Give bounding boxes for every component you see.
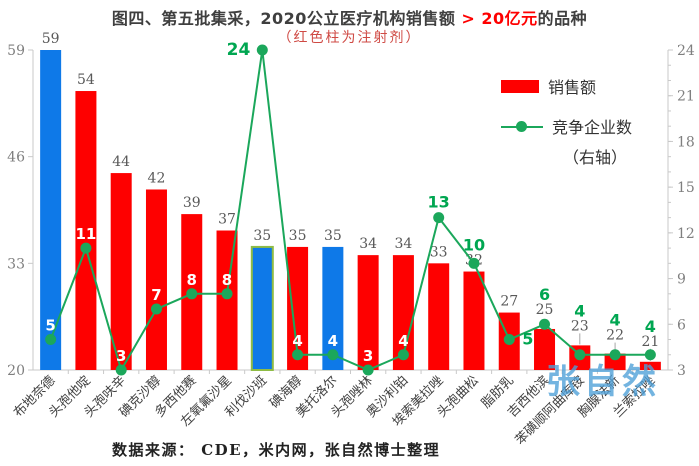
competitor-count-label: 4 bbox=[398, 332, 408, 350]
sales-value-label: 44 bbox=[112, 154, 130, 170]
competitor-dot bbox=[327, 349, 339, 361]
competitor-count-label: 8 bbox=[187, 271, 197, 289]
chart-title-highlight: > 20亿元 bbox=[461, 9, 538, 28]
sales-value-label: 21 bbox=[641, 334, 659, 350]
competitor-count-label: 4 bbox=[292, 332, 302, 350]
sales-bar bbox=[428, 263, 450, 370]
competitor-dot bbox=[574, 349, 586, 361]
watermark: 张自然 bbox=[546, 362, 660, 402]
source-note: 数据来源： CDE，米内网，张自然博士整理 bbox=[112, 441, 441, 459]
chart-title-suffix: 的品种 bbox=[537, 9, 588, 28]
sales-value-label: 42 bbox=[148, 170, 166, 186]
competitor-dot bbox=[45, 334, 57, 346]
chart-legend: 销售额 竞争企业数 （右轴） bbox=[501, 74, 632, 168]
sales-value-label: 27 bbox=[500, 294, 518, 310]
right-axis-tick-label: 21 bbox=[677, 89, 695, 105]
legend-competitors-label: 竞争企业数 bbox=[552, 118, 633, 137]
chart-title: 图四、第五批集采，2020公立医疗机构销售额 > 20亿元的品种 bbox=[0, 5, 699, 29]
sales-value-label: 37 bbox=[218, 212, 236, 228]
competitor-count-label: 4 bbox=[328, 332, 338, 350]
chart-title-text: 图四、第五批集采，2020公立医疗机构销售额 bbox=[111, 9, 462, 28]
competitor-count-label: 24 bbox=[227, 40, 251, 60]
sales-bar bbox=[287, 246, 309, 370]
competitor-count-label: 4 bbox=[610, 311, 621, 330]
sales-value-label: 39 bbox=[183, 195, 201, 211]
competitor-dot bbox=[80, 242, 92, 254]
sales-value-label: 22 bbox=[606, 328, 624, 344]
left-axis-tick-label: 59 bbox=[7, 43, 25, 59]
sales-bar bbox=[250, 245, 274, 371]
competitor-dot bbox=[503, 334, 515, 346]
sales-value-label: 35 bbox=[289, 228, 307, 244]
competitor-dot bbox=[609, 349, 621, 361]
sales-bar bbox=[322, 246, 344, 370]
sales-value-label: 59 bbox=[42, 31, 60, 47]
right-axis-tick-label: 15 bbox=[677, 180, 695, 196]
competitor-dot bbox=[433, 212, 445, 224]
competitor-dot bbox=[186, 288, 198, 300]
right-axis-tick-label: 9 bbox=[677, 272, 686, 288]
right-axis-tick-label: 12 bbox=[677, 226, 695, 242]
legend-sales-label: 销售额 bbox=[548, 78, 597, 97]
left-axis-tick-label: 46 bbox=[7, 150, 25, 166]
right-axis-tick-label: 18 bbox=[677, 134, 695, 150]
competitor-dot bbox=[539, 318, 551, 330]
competitor-dot bbox=[256, 44, 268, 56]
legend-competitors-sublabel: （右轴） bbox=[563, 148, 628, 167]
competitor-count-label: 6 bbox=[539, 285, 550, 304]
competitor-dot bbox=[150, 303, 162, 315]
sales-bar bbox=[110, 173, 132, 370]
competitors-line bbox=[49, 49, 651, 373]
competitor-dot bbox=[221, 288, 233, 300]
competitor-dot bbox=[362, 364, 374, 376]
competitor-count-label: 8 bbox=[222, 271, 232, 289]
right-axis-tick-label: 3 bbox=[677, 363, 686, 379]
competitor-dot bbox=[468, 257, 480, 269]
sales-value-label: 34 bbox=[359, 236, 377, 252]
left-axis-tick-label: 20 bbox=[7, 363, 25, 379]
competitor-count-label: 10 bbox=[463, 236, 485, 255]
competitor-count-label: 5 bbox=[522, 330, 533, 349]
sales-value-label: 54 bbox=[77, 72, 95, 88]
right-axis-tick-label: 24 bbox=[677, 43, 695, 59]
competitor-dot bbox=[115, 364, 127, 376]
sales-bar bbox=[604, 353, 626, 370]
competitor-count-label: 3 bbox=[363, 347, 373, 365]
sales-bar bbox=[463, 271, 485, 370]
competitor-count-label: 3 bbox=[116, 347, 126, 365]
competitors-line-swatch-icon bbox=[501, 120, 543, 133]
sales-bar bbox=[392, 255, 414, 370]
competitor-dot bbox=[644, 349, 656, 361]
competitor-count-label: 13 bbox=[428, 193, 450, 212]
competitor-count-label: 4 bbox=[645, 317, 656, 336]
competitor-count-label: 5 bbox=[45, 317, 55, 335]
sales-bar bbox=[75, 91, 97, 371]
sales-bar bbox=[40, 50, 62, 370]
sales-bar bbox=[216, 230, 238, 370]
legend-item-competitors: 竞争企业数 bbox=[501, 114, 632, 138]
sales-value-label: 23 bbox=[571, 318, 589, 334]
sales-bar bbox=[357, 255, 379, 370]
sales-bar bbox=[639, 361, 661, 370]
left-axis-tick-label: 33 bbox=[7, 256, 25, 272]
sales-bar-swatch-icon bbox=[501, 79, 539, 93]
sales-value-label: 33 bbox=[430, 244, 448, 260]
sales-value-label: 34 bbox=[395, 236, 413, 252]
competitor-dot bbox=[397, 349, 409, 361]
sales-bar bbox=[534, 328, 556, 370]
right-axis-tick-label: 6 bbox=[677, 317, 686, 333]
sales-bar bbox=[145, 189, 167, 370]
sales-value-label: 35 bbox=[253, 228, 271, 244]
sales-value-label: 25 bbox=[536, 302, 554, 318]
competitor-dot bbox=[292, 349, 304, 361]
competitor-count-label: 4 bbox=[574, 301, 585, 320]
competitor-count-label: 7 bbox=[151, 286, 161, 304]
legend-item-sales: 销售额 bbox=[501, 74, 632, 98]
competitor-count-label: 11 bbox=[75, 225, 96, 243]
sales-value-label: 35 bbox=[324, 228, 342, 244]
chart-subtitle: （红色柱为注射剂） bbox=[277, 30, 422, 46]
